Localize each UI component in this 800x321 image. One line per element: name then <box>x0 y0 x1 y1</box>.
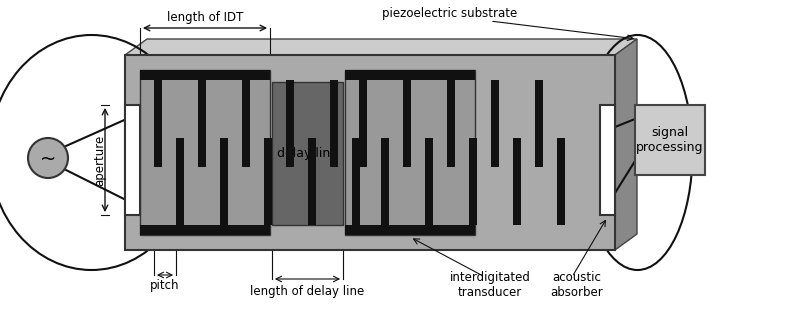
Polygon shape <box>615 39 637 250</box>
Text: aperture: aperture <box>94 134 106 186</box>
Text: signal
processing: signal processing <box>636 126 704 154</box>
Bar <box>425 138 433 225</box>
Text: length of delay line: length of delay line <box>250 285 365 299</box>
Bar <box>635 105 705 175</box>
Bar <box>140 225 270 235</box>
Bar <box>125 55 615 250</box>
Bar <box>469 138 477 225</box>
Bar <box>125 105 140 215</box>
Bar <box>381 138 389 225</box>
Polygon shape <box>125 39 637 55</box>
Bar <box>140 70 270 80</box>
Bar <box>264 138 272 225</box>
Bar <box>513 138 521 225</box>
Bar <box>345 70 475 235</box>
Text: interdigitated
transducer: interdigitated transducer <box>450 271 530 299</box>
Circle shape <box>28 138 68 178</box>
Text: piezoelectric substrate: piezoelectric substrate <box>382 7 518 21</box>
Bar <box>447 80 455 167</box>
Bar <box>359 80 367 167</box>
Bar <box>272 82 343 225</box>
Text: pitch: pitch <box>150 280 180 292</box>
Bar <box>220 138 228 225</box>
Bar <box>403 80 411 167</box>
Text: ~: ~ <box>40 150 56 169</box>
Bar <box>242 80 250 167</box>
Bar <box>176 138 184 225</box>
Bar <box>352 138 360 225</box>
Bar <box>140 70 270 235</box>
Bar <box>154 80 162 167</box>
Bar <box>345 225 475 235</box>
Bar <box>198 80 206 167</box>
Text: delay line: delay line <box>277 147 338 160</box>
Text: length of IDT: length of IDT <box>167 12 243 24</box>
Bar <box>600 105 615 215</box>
Bar <box>330 80 338 167</box>
Bar <box>535 80 543 167</box>
Text: acoustic
absorber: acoustic absorber <box>550 271 603 299</box>
Bar <box>308 138 316 225</box>
Bar <box>286 80 294 167</box>
Bar <box>491 80 499 167</box>
Bar <box>345 70 475 80</box>
Bar <box>557 138 565 225</box>
